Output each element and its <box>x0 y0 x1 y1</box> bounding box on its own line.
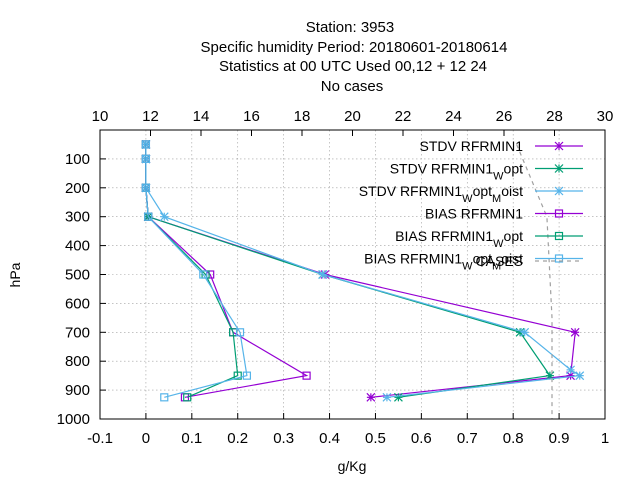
data-point <box>382 392 392 402</box>
data-point <box>141 154 151 163</box>
x2-tick-label: 24 <box>445 108 462 125</box>
data-point <box>235 328 245 337</box>
data-point <box>566 365 575 375</box>
axes: -0.1 0 0.1 0.2 0.3 0.4 0.5 0.6 0.7 0.8 0.9 1 10 12 14 1… <box>57 108 614 447</box>
series-layer <box>141 140 585 419</box>
x2-tick-label: 20 <box>344 108 361 125</box>
x-tick-label: 0.1 <box>181 430 202 447</box>
x-tick-label: 1 <box>601 430 609 447</box>
x2-tick-label: 16 <box>243 108 260 125</box>
legend-marker <box>554 209 564 218</box>
y-tick-label: 100 <box>65 151 90 168</box>
legend-item: BIAS RFRMIN1 <box>425 206 583 222</box>
legend-item: BIAS RFRMIN1Wopt <box>395 228 583 250</box>
y-tick-label: 800 <box>65 353 90 370</box>
x2-tick-label: 28 <box>546 108 563 125</box>
legend-marker <box>554 141 564 151</box>
x2-tick-label: 12 <box>142 108 159 125</box>
x2-tick-label: 30 <box>597 108 614 125</box>
x-tick-label: 0 <box>142 430 150 447</box>
x2-tick-label: 14 <box>193 108 210 125</box>
data-point <box>242 371 252 380</box>
legend-item: BIAS RFRMIN1WoptMoist <box>364 251 583 273</box>
data-point <box>318 270 328 279</box>
legend-label: STDV RFRMIN1 <box>420 138 524 154</box>
x-tick-label: 0.4 <box>319 430 340 447</box>
data-point <box>393 392 403 402</box>
x-axis-label: g/Kg <box>338 458 367 474</box>
legend-item: STDV RFRMIN1WoptMoist <box>359 183 583 205</box>
series-7 <box>516 144 553 419</box>
title-line-1: Station: 3953 <box>306 19 394 36</box>
series-6 <box>141 140 252 402</box>
data-point <box>160 393 169 402</box>
data-point <box>520 327 530 337</box>
series-line <box>516 144 553 419</box>
data-point <box>233 371 242 380</box>
data-point <box>199 270 208 279</box>
legend-marker <box>554 231 564 241</box>
x-tick-label: -0.1 <box>87 430 113 447</box>
legend-marker <box>554 186 564 196</box>
legend-label: BIAS RFRMIN1 <box>425 206 523 222</box>
x-tick-label: 0.2 <box>227 430 248 447</box>
y-tick-label: 300 <box>65 209 90 226</box>
x-tick-label: 0.3 <box>273 430 294 447</box>
data-point <box>366 392 376 402</box>
x2-tick-label: 10 <box>92 108 109 125</box>
series-line <box>145 144 248 398</box>
chart-title: Station: 3953 Specific humidity Period: … <box>201 19 508 95</box>
legend-marker <box>554 254 564 263</box>
legend-label: STDV RFRMIN1WoptMoist <box>359 183 523 205</box>
data-point <box>141 140 151 149</box>
y-tick-label: 400 <box>65 238 90 255</box>
y-axis-label: hPa <box>7 262 23 287</box>
data-point <box>570 327 580 337</box>
legend-label: STDV RFRMIN1Wopt <box>390 161 523 183</box>
data-point <box>575 371 585 381</box>
legend-label: BIAS RFRMIN1Wopt <box>395 228 523 250</box>
y-tick-label: 600 <box>65 295 90 312</box>
legend-marker <box>554 164 564 173</box>
series-line <box>145 144 309 398</box>
y-tick-label: 500 <box>65 267 90 284</box>
x-tick-label: 0.7 <box>457 430 478 447</box>
y-tick-label: 900 <box>65 382 90 399</box>
x-tick-label: 0.9 <box>549 430 570 447</box>
legend-item: STDV RFRMIN1Wopt <box>390 161 583 183</box>
y-tick-label: 1000 <box>57 411 90 428</box>
legend-item: STDV RFRMIN1 <box>420 138 583 154</box>
data-point <box>159 212 169 222</box>
data-point <box>144 212 153 221</box>
legend-label: CASES <box>476 253 523 269</box>
data-point <box>302 371 311 380</box>
y-tick-label: 700 <box>65 324 90 341</box>
series-4 <box>141 140 311 402</box>
grid <box>100 130 605 419</box>
data-point <box>183 393 192 402</box>
x2-tick-label: 18 <box>294 108 311 125</box>
x-tick-label: 0.6 <box>411 430 432 447</box>
legend-item: CASES <box>476 253 583 269</box>
x2-tick-label: 22 <box>395 108 412 125</box>
y-tick-label: 200 <box>65 180 90 197</box>
legend-label: BIAS RFRMIN1WoptMoist <box>364 251 523 273</box>
title-line-4: No cases <box>321 78 384 95</box>
x2-tick-label: 26 <box>496 108 513 125</box>
title-line-2: Specific humidity Period: 20180601-20180… <box>201 39 508 56</box>
x-tick-label: 0.5 <box>365 430 386 447</box>
title-line-3: Statistics at 00 UTC Used 00,12 + 12 24 <box>219 58 487 75</box>
data-point <box>141 183 151 192</box>
x-tick-label: 0.8 <box>503 430 524 447</box>
